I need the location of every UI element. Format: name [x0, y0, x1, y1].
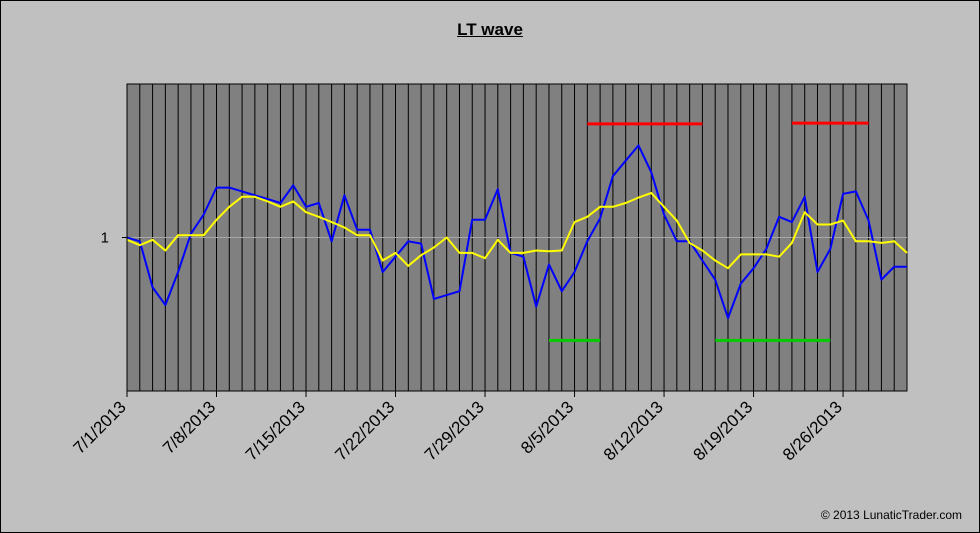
- x-tick-label: 7/29/2013: [421, 397, 488, 464]
- chart-title: LT wave: [457, 20, 523, 39]
- copyright-notice: © 2013 LunaticTrader.com: [820, 508, 962, 522]
- x-tick-label: 8/5/2013: [517, 397, 577, 457]
- series-line-blue: [126, 144, 907, 320]
- x-tick-label: 8/19/2013: [689, 397, 756, 464]
- y-tick-label: 1: [101, 230, 109, 247]
- x-tick-label: 8/26/2013: [779, 397, 846, 464]
- x-tick-label: 8/12/2013: [600, 397, 667, 464]
- x-tick-label: 7/15/2013: [242, 397, 309, 464]
- series-line-yellow: [126, 192, 908, 270]
- x-tick-label: 7/8/2013: [159, 397, 219, 457]
- x-tick-label: 7/22/2013: [331, 397, 398, 464]
- x-tick-label: 7/1/2013: [70, 397, 130, 457]
